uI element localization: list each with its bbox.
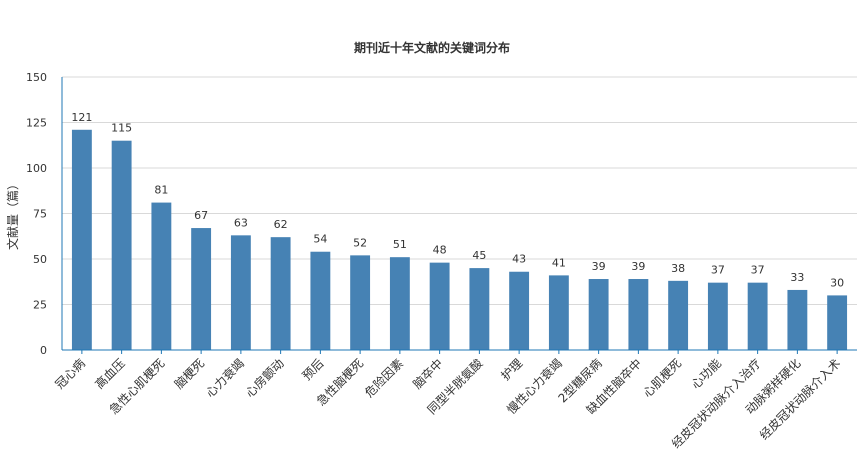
data-labels: 121 115 81 67 63 62 54 52 51 48 45 43 41 39 39 38 37 37 33… [71, 111, 844, 290]
data-label: 33 [790, 271, 804, 284]
x-tick-label: 心功能 [689, 356, 724, 391]
bar [151, 202, 172, 350]
bar [668, 280, 689, 350]
data-label: 38 [671, 262, 685, 275]
bar [230, 235, 251, 350]
data-label: 30 [830, 276, 844, 289]
bar [111, 140, 132, 350]
y-axis-label: 文献量（篇） [5, 178, 20, 250]
data-label: 45 [472, 249, 486, 262]
y-tick-label: 75 [33, 208, 47, 221]
x-tick-label: 脑梗死 [171, 356, 207, 392]
y-tick-label: 100 [26, 162, 47, 175]
data-label: 52 [353, 236, 367, 249]
data-label: 37 [751, 264, 765, 277]
bar [747, 282, 768, 350]
y-axis-ticks: 0 25 50 75 100 125 150 [26, 71, 47, 357]
data-label: 51 [393, 238, 407, 251]
axes [61, 77, 857, 354]
x-tick-label: 危险因素 [361, 356, 406, 401]
bars [71, 129, 848, 350]
x-tick-label: 冠心病 [52, 356, 88, 392]
chart-title: 期刊近十年文献的关键词分布 [354, 40, 510, 55]
data-label: 62 [274, 218, 288, 231]
bar [469, 268, 490, 350]
data-label: 54 [313, 233, 327, 246]
bar [350, 255, 371, 350]
x-tick-label: 脑卒中 [410, 356, 446, 392]
x-tick-label: 心房颤动 [242, 356, 287, 401]
bar [509, 271, 530, 350]
grid-lines [62, 76, 857, 305]
bar [787, 289, 808, 350]
bar [628, 279, 649, 350]
data-label: 37 [711, 264, 725, 277]
data-label: 39 [631, 260, 645, 273]
data-label: 43 [512, 253, 526, 266]
x-tick-label: 预后 [300, 356, 327, 383]
bar [389, 257, 410, 350]
bar [270, 237, 291, 350]
data-label: 81 [154, 184, 168, 197]
data-label: 41 [552, 256, 566, 269]
data-label: 67 [194, 209, 208, 222]
bar [191, 228, 212, 350]
y-tick-label: 0 [40, 344, 47, 357]
x-tick-label: 护理 [498, 356, 525, 383]
x-tick-label: 心力衰竭 [202, 356, 247, 401]
bar [71, 129, 92, 350]
bar [827, 295, 848, 350]
bar [707, 282, 728, 350]
y-tick-label: 50 [33, 253, 47, 266]
data-label: 115 [111, 122, 132, 135]
x-tick-label: 高血压 [92, 356, 128, 392]
bar [310, 251, 331, 350]
data-label: 48 [433, 244, 447, 257]
y-tick-label: 25 [33, 299, 47, 312]
data-label: 39 [592, 260, 606, 273]
bar [588, 279, 609, 350]
bar [429, 262, 450, 350]
data-label: 63 [234, 216, 248, 229]
x-tick-label: 心肌梗死 [640, 356, 685, 401]
bar [548, 275, 569, 350]
y-tick-label: 150 [26, 71, 47, 84]
y-tick-label: 125 [26, 117, 47, 130]
data-label: 121 [71, 111, 92, 124]
